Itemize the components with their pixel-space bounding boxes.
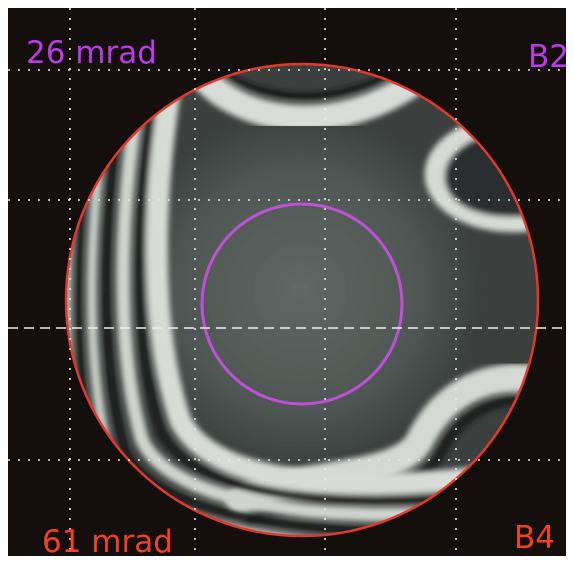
- reference-circle: [200, 202, 404, 406]
- bottom-left-readout: 61 mrad: [42, 524, 173, 560]
- top-left-readout: 26 mrad: [26, 35, 157, 71]
- bottom-right-readout: B4: [514, 520, 555, 556]
- top-right-readout: B2: [528, 39, 569, 75]
- aperture-outline: [64, 62, 540, 538]
- grid-lines: [8, 8, 566, 556]
